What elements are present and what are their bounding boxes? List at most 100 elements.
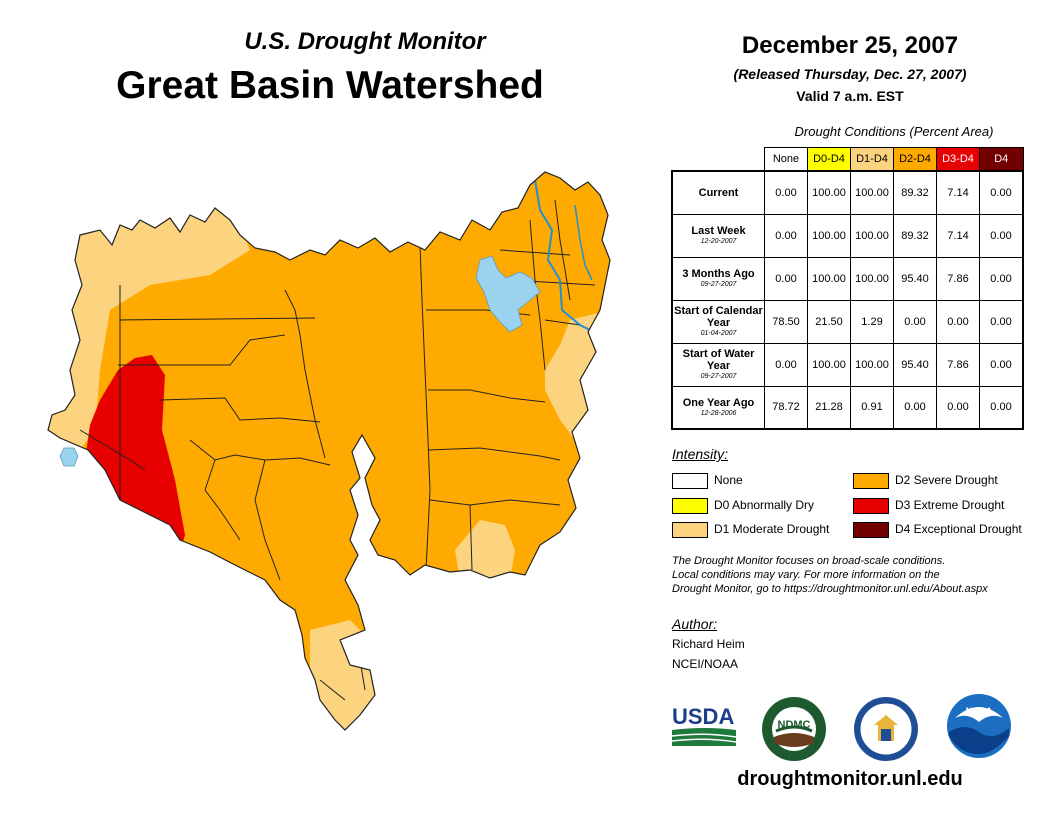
cell-d4: 0.00 <box>979 256 1024 301</box>
d1-region-west <box>48 205 250 450</box>
legend-swatch <box>853 497 889 514</box>
noaa-logo-text: NOAA <box>966 706 993 716</box>
legend-item: D0 Abnormally Dry <box>672 497 815 514</box>
cell-d0-d4: 100.00 <box>807 170 851 215</box>
row-date: 09-27-2007 <box>700 373 737 380</box>
cell-d4: 0.00 <box>979 385 1024 430</box>
map-title: Great Basin Watershed <box>116 64 544 107</box>
legend-swatch <box>853 472 889 489</box>
cell-d4: 0.00 <box>979 299 1024 344</box>
usda-logo-text: USDA <box>672 704 734 729</box>
row-label-text: Last Week <box>691 225 746 237</box>
row-label: Current <box>671 170 765 215</box>
table-row: Current 0.00 100.00 100.00 89.32 7.14 0.00 <box>671 170 1024 215</box>
basin-outline <box>47 171 611 731</box>
legend-label: D0 Abnormally Dry <box>714 498 815 512</box>
table-row: Last Week 12-20-2007 0.00 100.00 100.00 89.32… <box>671 213 1024 258</box>
note-line-2: Local conditions may vary. For more info… <box>672 569 940 581</box>
row-label-text: Start of Water Year <box>682 348 755 372</box>
cell-d3-d4: 7.86 <box>936 342 980 387</box>
row-label: Start of Water Year 09-27-2007 <box>671 342 765 387</box>
legend-swatch <box>853 521 889 538</box>
usda-logo: USDA <box>671 704 737 746</box>
cell-none: 0.00 <box>764 342 808 387</box>
legend-item: D2 Severe Drought <box>853 472 998 489</box>
col-header-d1-d4: D1-D4 <box>850 147 894 172</box>
river-tributary <box>574 204 593 281</box>
cell-d1-d4: 100.00 <box>850 170 894 215</box>
legend-label: D4 Exceptional Drought <box>895 522 1022 536</box>
cell-none: 78.72 <box>764 385 808 430</box>
cell-d1-d4: 100.00 <box>850 342 894 387</box>
legend-item: D4 Exceptional Drought <box>853 521 1022 538</box>
row-label-text: One Year Ago <box>682 396 755 409</box>
col-header-d4: D4 <box>979 147 1024 172</box>
legend-title: Intensity: <box>672 446 729 462</box>
cell-d3-d4: 7.14 <box>936 213 980 258</box>
cell-d3-d4: 0.00 <box>936 385 980 430</box>
cell-d1-d4: 100.00 <box>850 213 894 258</box>
river <box>534 179 601 336</box>
legend-swatch <box>672 497 708 514</box>
valid-time: Valid 7 a.m. EST <box>796 88 904 104</box>
row-date: 09-27-2007 <box>700 281 737 288</box>
table-header-row: None D0-D4 D1-D4 D2-D4 D3-D4 D4 <box>672 147 1024 172</box>
cell-d3-d4: 7.86 <box>936 256 980 301</box>
cell-d2-d4: 0.00 <box>893 299 937 344</box>
d3-region <box>85 355 185 552</box>
legend-item: D1 Moderate Drought <box>672 521 830 538</box>
legend-swatch <box>672 521 708 538</box>
cell-d2-d4: 89.32 <box>893 170 937 215</box>
table-body: Current 0.00 100.00 100.00 89.32 7.14 0.00 Last… <box>671 170 1024 430</box>
row-label: Start of Calendar Year 01-04-2007 <box>671 299 765 344</box>
col-header-d2-d4: D2-D4 <box>893 147 937 172</box>
cell-d4: 0.00 <box>979 342 1024 387</box>
legend-swatch <box>672 472 708 489</box>
cell-d1-d4: 100.00 <box>850 256 894 301</box>
cell-none: 0.00 <box>764 213 808 258</box>
info-note: The Drought Monitor focuses on broad-sca… <box>672 554 1042 596</box>
legend-label: D2 Severe Drought <box>895 473 998 487</box>
table-row: 3 Months Ago 09-27-2007 0.00 100.00 100.00 95… <box>671 256 1024 301</box>
cell-d0-d4: 100.00 <box>807 213 851 258</box>
legend-label: D3 Extreme Drought <box>895 498 1005 512</box>
cell-d4: 0.00 <box>979 170 1024 215</box>
author-name: Richard Heim <box>672 637 745 651</box>
cell-d2-d4: 89.32 <box>893 213 937 258</box>
row-label-text: Current <box>698 186 739 199</box>
map-subtitle: U.S. Drought Monitor <box>244 28 486 55</box>
col-header-none: None <box>764 147 808 172</box>
row-label: Last Week 12-20-2007 <box>671 213 765 258</box>
ndmc-logo: NDMC <box>762 697 826 761</box>
table-row: Start of Water Year 09-27-2007 0.00 100.00 1… <box>671 342 1024 387</box>
row-label: 3 Months Ago 09-27-2007 <box>671 256 765 301</box>
cell-d4: 0.00 <box>979 213 1024 258</box>
row-date: 01-04-2007 <box>700 330 737 337</box>
row-date: 12-20-2007 <box>700 238 737 245</box>
row-date: 12-28-2006 <box>700 409 737 417</box>
cell-d0-d4: 21.50 <box>807 299 851 344</box>
table-row: One Year Ago 12-28-2006 78.72 21.28 0.91 0.00… <box>671 385 1024 430</box>
release-date: (Released Thursday, Dec. 27, 2007) <box>733 66 967 82</box>
cell-none: 78.50 <box>764 299 808 344</box>
author-organization: NCEI/NOAA <box>672 657 739 671</box>
col-header-d0-d4: D0-D4 <box>807 147 851 172</box>
author-heading: Author: <box>672 616 718 632</box>
lake-tahoe-area <box>59 447 79 467</box>
cell-none: 0.00 <box>764 170 808 215</box>
doc-seal-logo <box>854 697 918 761</box>
cell-d2-d4: 95.40 <box>893 256 937 301</box>
map-date: December 25, 2007 <box>741 32 959 59</box>
noaa-logo: NOAA <box>947 694 1011 758</box>
table-row: Start of Calendar Year 01-04-2007 78.50 21.… <box>671 299 1024 344</box>
table-caption: Drought Conditions (Percent Area) <box>794 124 994 139</box>
subbasin-boundaries <box>79 199 596 701</box>
row-label: One Year Ago 12-28-2006 <box>671 385 765 430</box>
cell-d0-d4: 21.28 <box>807 385 851 430</box>
row-label-text: 3 Months Ago <box>682 268 755 280</box>
cell-d2-d4: 95.40 <box>893 342 937 387</box>
website-link[interactable]: droughtmonitor.unl.edu <box>737 768 963 790</box>
legend-label: D1 Moderate Drought <box>714 522 830 536</box>
cell-d3-d4: 7.14 <box>936 170 980 215</box>
legend-item: None <box>672 472 743 489</box>
